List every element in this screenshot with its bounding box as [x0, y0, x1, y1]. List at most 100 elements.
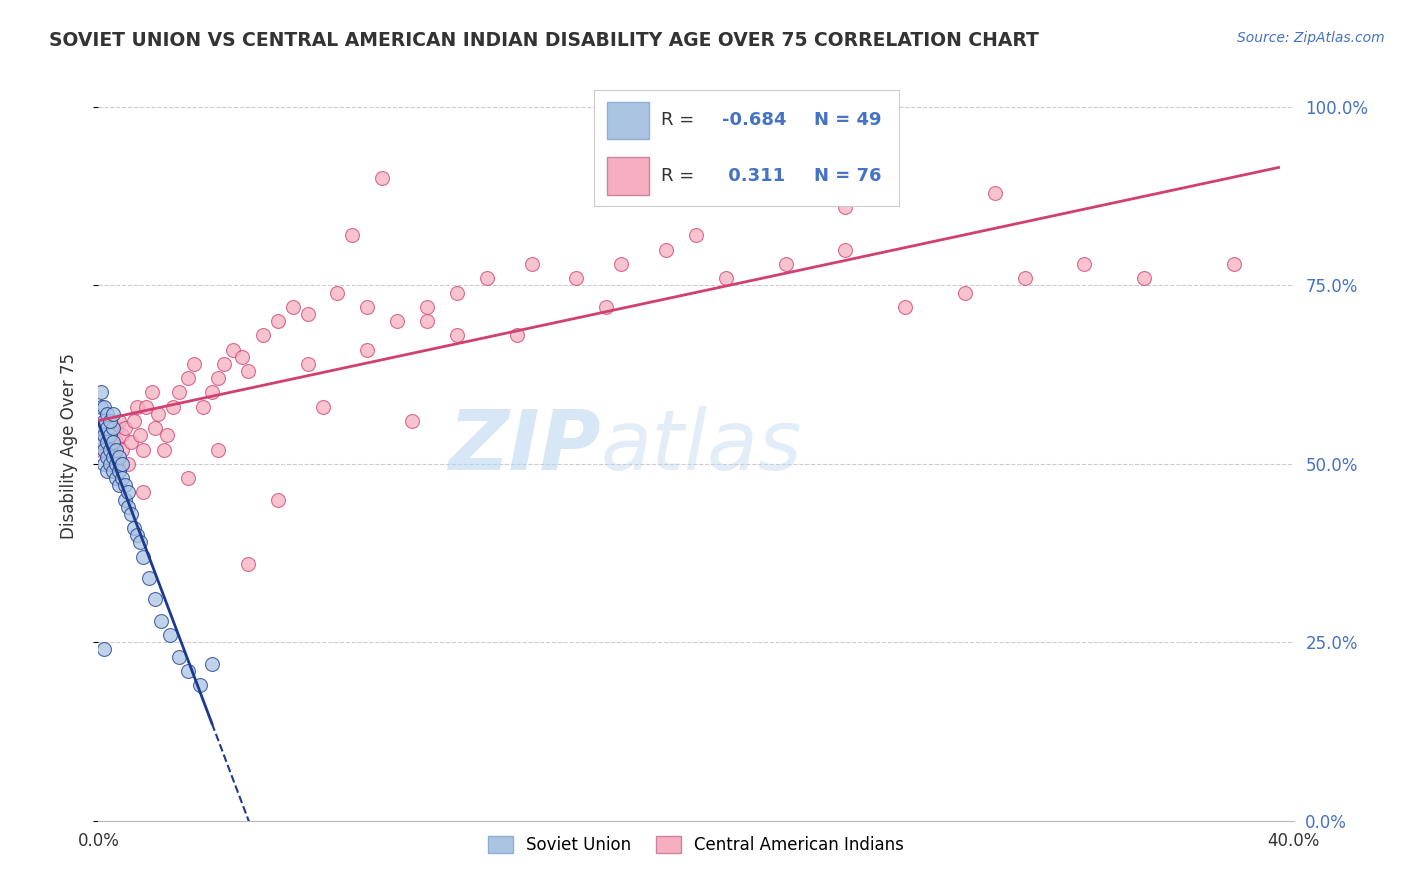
Point — [236, 364, 259, 378]
Point — [105, 442, 128, 457]
Point — [111, 471, 134, 485]
Point — [103, 464, 125, 478]
Point — [127, 400, 149, 414]
Point — [98, 428, 122, 442]
Point — [141, 385, 163, 400]
Point — [231, 350, 253, 364]
Point — [207, 442, 229, 457]
Point — [103, 421, 125, 435]
Point — [127, 528, 149, 542]
Point — [103, 442, 125, 457]
Point — [117, 457, 139, 471]
Text: ZIP: ZIP — [447, 406, 600, 486]
Point — [132, 549, 155, 564]
Point — [120, 435, 142, 450]
Point — [111, 457, 134, 471]
Point — [105, 435, 128, 450]
Point — [96, 450, 118, 464]
Point — [894, 300, 917, 314]
Point — [183, 357, 205, 371]
Point — [90, 442, 112, 457]
Point — [114, 421, 136, 435]
Point — [775, 257, 797, 271]
Point — [114, 492, 136, 507]
Point — [236, 557, 259, 571]
Point — [371, 171, 394, 186]
Point — [96, 421, 118, 435]
Point — [103, 457, 125, 471]
Point — [129, 428, 152, 442]
Point — [167, 649, 190, 664]
Point — [201, 385, 224, 400]
Text: atlas: atlas — [600, 406, 801, 486]
Point — [96, 442, 118, 457]
Point — [90, 400, 112, 414]
Point — [98, 442, 122, 457]
Point — [281, 300, 304, 314]
Point — [93, 414, 115, 428]
Point — [96, 407, 118, 421]
Point — [93, 400, 115, 414]
Point — [105, 457, 128, 471]
Point — [267, 314, 290, 328]
Point — [120, 507, 142, 521]
Point — [111, 442, 134, 457]
Point — [90, 435, 112, 450]
Point — [520, 257, 543, 271]
Point — [103, 435, 125, 450]
Point — [138, 571, 160, 585]
Point — [129, 535, 152, 549]
Point — [1133, 271, 1156, 285]
Point — [150, 614, 173, 628]
Point — [1223, 257, 1246, 271]
Legend: Soviet Union, Central American Indians: Soviet Union, Central American Indians — [481, 830, 911, 861]
Point — [984, 186, 1007, 200]
Point — [93, 442, 115, 457]
Point — [1014, 271, 1036, 285]
Point — [98, 414, 122, 428]
Point — [610, 257, 633, 271]
Point — [834, 200, 856, 214]
Point — [143, 421, 166, 435]
Point — [565, 271, 588, 285]
Point — [117, 500, 139, 514]
Point — [326, 285, 349, 300]
Y-axis label: Disability Age Over 75: Disability Age Over 75 — [59, 353, 77, 539]
Point — [191, 400, 214, 414]
Point — [156, 428, 179, 442]
Point — [297, 357, 319, 371]
Point — [93, 435, 115, 450]
Point — [655, 243, 678, 257]
Point — [93, 428, 115, 442]
Point — [401, 414, 423, 428]
Point — [103, 450, 125, 464]
Point — [475, 271, 498, 285]
Point — [124, 521, 146, 535]
Point — [111, 428, 134, 442]
Text: Source: ZipAtlas.com: Source: ZipAtlas.com — [1237, 31, 1385, 45]
Point — [93, 642, 115, 657]
Point — [108, 414, 131, 428]
Point — [201, 657, 224, 671]
Point — [252, 328, 274, 343]
Point — [108, 464, 131, 478]
Point — [132, 442, 155, 457]
Point — [177, 664, 200, 678]
Point — [105, 421, 128, 435]
Point — [90, 385, 112, 400]
Point — [506, 328, 529, 343]
Point — [159, 628, 181, 642]
Point — [124, 414, 146, 428]
Point — [105, 471, 128, 485]
Point — [416, 300, 439, 314]
Point — [114, 478, 136, 492]
Point — [162, 400, 184, 414]
Point — [356, 343, 378, 357]
Point — [108, 478, 131, 492]
Point — [446, 328, 468, 343]
Point — [143, 592, 166, 607]
Point — [212, 357, 235, 371]
Point — [103, 407, 125, 421]
Point — [117, 485, 139, 500]
Point — [714, 271, 737, 285]
